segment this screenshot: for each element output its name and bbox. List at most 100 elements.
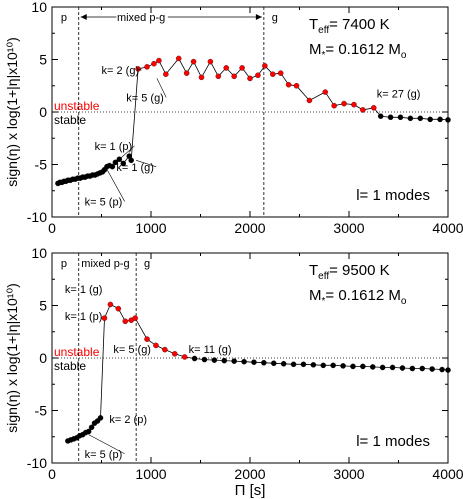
stable-point: [231, 358, 237, 364]
unstable-point: [153, 342, 159, 349]
unstable-point: [163, 71, 169, 77]
unstable-point: [255, 72, 261, 79]
x-tick-label: 3000: [333, 466, 364, 482]
annotation-label: k= 1 (g): [65, 284, 103, 296]
unstable-point: [115, 305, 122, 312]
stable-point: [300, 361, 307, 368]
stable-point: [419, 365, 426, 372]
unstable-point: [331, 102, 337, 109]
annotation-label: k= 1 (g): [116, 162, 154, 174]
unstable-point: [306, 97, 313, 104]
stable-point: [340, 363, 346, 369]
y-tick-label: 10: [31, 245, 47, 261]
unstable-point: [190, 58, 197, 65]
stable-point: [221, 357, 228, 364]
stable-point: [427, 116, 433, 123]
chart-panel-2: 0 1000 2000 3000 4000 -10 -5 0 5 10 sign(η) x log(…: [4, 245, 463, 499]
unstable-point: [144, 64, 150, 70]
region-label: p: [61, 12, 67, 24]
stable-point: [320, 362, 327, 369]
x-tick-label: 4000: [432, 220, 463, 236]
unstable-point: [183, 70, 190, 76]
stable-point: [350, 363, 356, 370]
x-tick-label: 4000: [432, 466, 463, 482]
stable-point: [97, 415, 104, 421]
teff-label: Teff= 9500 K: [309, 262, 390, 282]
region-label: g: [144, 258, 150, 270]
x-tick-label: 1000: [135, 220, 166, 236]
annotation-label: k= 2 (g): [102, 65, 140, 77]
x-tick-label: 1000: [135, 466, 166, 482]
stable-point: [409, 365, 416, 372]
y-axis-label: sign(η) x log(1+|η|x10¹⁰): [4, 283, 20, 432]
unstable-point: [341, 100, 347, 107]
unstable-point: [156, 57, 162, 64]
x-tick-label: 2000: [234, 220, 265, 236]
unstable-point: [207, 58, 214, 65]
stable-point: [379, 364, 386, 371]
unstable-point: [370, 105, 377, 111]
annotation-label: k= 5 (g): [113, 344, 151, 356]
annotation-label: k= 5 (g): [126, 93, 164, 105]
y-tick-label: -10: [27, 209, 47, 225]
modes-label: l= 1 modes: [356, 187, 430, 204]
stable-point: [437, 116, 443, 123]
stable-label: stable: [54, 113, 86, 127]
stable-point: [112, 159, 119, 166]
stable-point: [120, 160, 127, 167]
unstable-point: [215, 73, 222, 80]
stable-point: [211, 357, 218, 363]
y-tick-label: 0: [39, 104, 47, 120]
stable-point: [407, 115, 414, 122]
y-tick-label: -10: [27, 455, 47, 471]
unstable-point: [277, 70, 284, 76]
annotation-arrow: [119, 145, 135, 160]
stable-point: [445, 117, 451, 123]
annotation-arrow: [136, 160, 157, 168]
y-tick-label: 0: [39, 350, 47, 366]
stable-point: [387, 114, 394, 121]
y-axis-label: sign(η) x log(1+|η|x10¹⁰): [4, 37, 20, 186]
region-label: mixed p-g: [117, 12, 165, 24]
region-arrowhead: [80, 14, 87, 20]
stable-point: [439, 366, 445, 373]
stable-point: [128, 157, 134, 164]
unstable-point: [132, 315, 138, 321]
stable-point: [360, 363, 366, 370]
y-tick-label: -5: [35, 403, 48, 419]
stable-point: [251, 359, 257, 365]
stable-point: [191, 355, 198, 362]
annotation-arrow: [88, 434, 125, 455]
stable-point: [88, 424, 95, 431]
annotation-label: k= 1 (p): [65, 311, 103, 323]
stable-point: [85, 428, 92, 435]
region-label: mixed p-g: [81, 258, 129, 270]
unstable-point: [172, 351, 178, 357]
region-label: p: [61, 258, 67, 270]
teff-label: Teff= 7400 K: [309, 16, 390, 36]
mass-label: M*= 0.1612 Mo: [309, 287, 407, 307]
annotation-label: k= 27 (g): [377, 88, 421, 100]
unstable-point: [101, 315, 108, 321]
annotation-label: k= 5 (p): [85, 449, 123, 461]
y-tick-label: 5: [39, 298, 47, 314]
region-label: g: [272, 12, 278, 24]
annotation-arrow: [105, 166, 125, 202]
annotation-label: k= 5 (p): [85, 196, 123, 208]
unstable-point: [231, 73, 237, 80]
unstable-point: [360, 107, 366, 113]
unstable-point: [322, 89, 328, 95]
stable-point: [310, 362, 317, 368]
x-tick-label: 2000: [234, 466, 265, 482]
unstable-point: [239, 65, 245, 71]
mass-label: M*= 0.1612 Mo: [309, 41, 407, 61]
x-tick-label: 0: [48, 220, 56, 236]
unstable-point: [122, 318, 129, 324]
unstable-point: [181, 354, 188, 360]
stable-point: [330, 362, 336, 369]
stable-point: [370, 364, 376, 370]
stable-point: [271, 360, 277, 366]
y-tick-label: -5: [35, 157, 48, 173]
unstable-point: [285, 81, 292, 88]
